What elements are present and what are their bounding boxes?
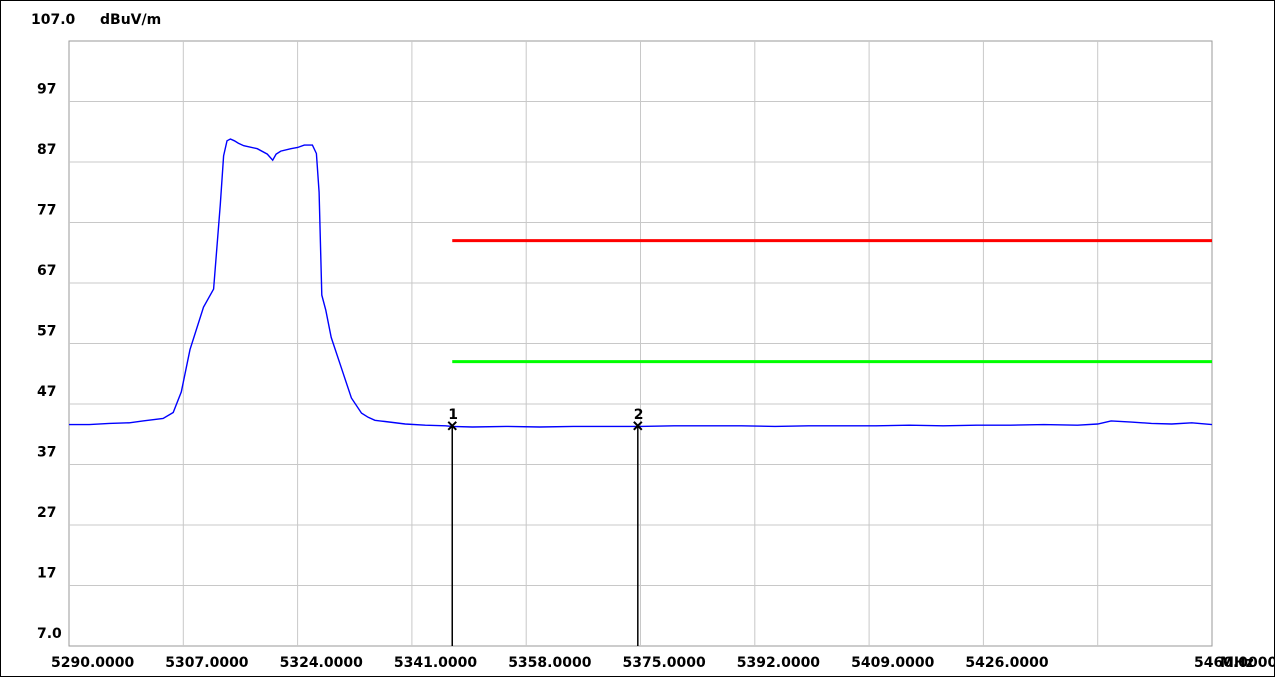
- x-unit-label: MHz: [1220, 655, 1254, 671]
- marker-label: 1: [448, 407, 458, 423]
- marker-x-icon: [633, 421, 643, 431]
- marker-label: 2: [634, 407, 644, 423]
- y-tick-label: 47: [37, 384, 56, 400]
- x-tick-label: 5307.0000: [165, 655, 249, 671]
- marker-x-icon: [447, 421, 457, 431]
- x-tick-label: 5290.0000: [51, 655, 135, 671]
- y-tick-label: 27: [37, 505, 56, 521]
- y-tick-label: 17: [37, 566, 56, 582]
- x-tick-label: 5392.0000: [737, 655, 821, 671]
- x-tick-label: 5324.0000: [280, 655, 364, 671]
- y-tick-label: 67: [37, 263, 56, 279]
- trace-group: [69, 138, 1213, 428]
- x-tick-label: 5409.0000: [851, 655, 935, 671]
- y-tick-label: 87: [37, 142, 56, 158]
- y-tick-label: 7.0: [37, 626, 62, 642]
- trace-line: [69, 138, 1213, 428]
- y-unit-label: dBuV/m: [100, 12, 161, 28]
- y-tick-label: 77: [37, 203, 56, 219]
- y-tick-label: 57: [37, 324, 56, 340]
- x-tick-label: 5426.0000: [965, 655, 1049, 671]
- y-tick-label: 97: [37, 82, 56, 98]
- x-tick-labels: 5290.0000 5307.0000 5324.0000 5341.0000 5358…: [51, 655, 1274, 671]
- x-tick-label: 5358.0000: [508, 655, 592, 671]
- x-tick-label: 5375.0000: [623, 655, 707, 671]
- x-tick-label: 5460.0000: [1194, 655, 1274, 671]
- y-top-label: 107.0: [31, 12, 76, 28]
- y-tick-labels: 97 87 77 67 57 47 37 27 17 7.0: [37, 82, 62, 643]
- y-tick-label: 37: [37, 445, 56, 461]
- limit-lines: [452, 239, 1212, 364]
- grid-horizontal: [69, 101, 1212, 586]
- x-tick-label: 5341.0000: [394, 655, 478, 671]
